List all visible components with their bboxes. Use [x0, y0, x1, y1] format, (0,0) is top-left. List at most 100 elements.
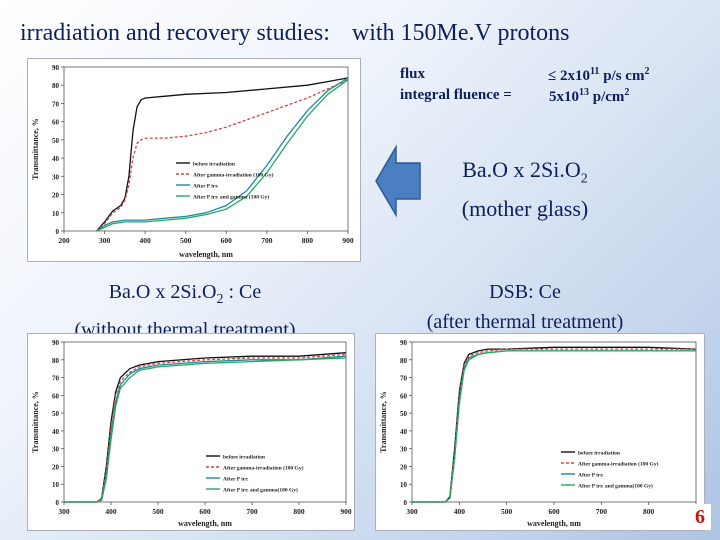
fluence-label: integral fluence =: [400, 87, 512, 103]
mother-glass-line1: Ba.O x 2Si.O2: [462, 157, 588, 187]
no-thermal-line1: Ba.O x 2Si.O2 : Ce: [108, 281, 262, 307]
legend-label: After gamma-irradiation (100 Gy): [578, 461, 659, 468]
x-axis-label: wavelength, nm: [178, 519, 232, 528]
legend-label: After gamma-irradiation (100 Gy): [193, 172, 274, 179]
series-line-2: [412, 348, 696, 503]
y-tick-label: 50: [52, 137, 60, 145]
legend-label: before irradiation: [193, 162, 235, 168]
series-line-4: [412, 350, 696, 503]
mother-glass-caption: Ba.O x 2Si.O2 (mother glass): [425, 155, 625, 224]
y-axis-label: Transmittance, %: [379, 391, 388, 453]
y-tick-label: 30: [52, 446, 60, 454]
y-tick-label: 50: [52, 410, 60, 418]
y-tick-label: 30: [400, 446, 408, 454]
title-right: with 150Me.V protons: [351, 20, 570, 46]
x-tick-label: 300: [406, 507, 418, 516]
y-tick-label: 0: [56, 499, 60, 507]
x-tick-label: 600: [221, 236, 233, 245]
y-axis-label: Transmittance, %: [31, 118, 40, 180]
x-tick-label: 200: [58, 236, 70, 245]
series-line-1: [96, 77, 349, 232]
y-tick-label: 20: [52, 463, 60, 471]
series-line-4: [64, 357, 347, 503]
legend-label: After P irr.: [193, 184, 219, 190]
y-tick-label: 50: [400, 410, 408, 418]
thermal-caption: DSB: Ce (after thermal treatment): [380, 277, 670, 337]
y-tick-label: 60: [400, 392, 408, 400]
y-tick-label: 20: [52, 192, 60, 200]
series-line-3: [96, 77, 349, 232]
x-tick-label: 600: [199, 507, 211, 516]
legend-label: After P irr. and gamma(100 Gy): [223, 487, 298, 494]
chart-mother-glass: 0 10 20 30 40 50 60 70 80 90 200 300 400 500 600 700 800…: [27, 58, 361, 262]
x-tick-label: 300: [99, 236, 111, 245]
y-tick-label: 90: [400, 339, 408, 347]
y-tick-label: 90: [52, 64, 60, 72]
x-tick-label: 500: [152, 507, 164, 516]
flux-label: flux: [400, 66, 426, 82]
y-tick-label: 60: [52, 119, 60, 127]
x-tick-label: 700: [246, 507, 258, 516]
flux-value: ≤ 2x1011 p/s cm2: [548, 66, 650, 84]
series-line-2: [64, 353, 347, 503]
x-tick-label: 800: [302, 236, 314, 245]
x-axis-label: wavelength, nm: [527, 519, 581, 528]
x-tick-label: 500: [180, 236, 192, 245]
plot-area: [411, 341, 697, 503]
thermal-line1: DSB: Ce: [489, 281, 561, 303]
y-tick-label: 40: [400, 428, 408, 436]
x-tick-label: 700: [596, 507, 608, 516]
series-line-4: [96, 79, 349, 232]
y-tick-label: 10: [52, 481, 60, 489]
x-tick-label: 700: [261, 236, 273, 245]
y-tick-label: 40: [52, 428, 60, 436]
y-tick-label: 70: [52, 100, 60, 108]
title-left: irradiation and recovery studies:: [20, 20, 330, 46]
x-tick-label: 800: [293, 507, 305, 516]
y-axis-label: Transmittance, %: [31, 391, 40, 453]
y-tick-label: 20: [400, 463, 408, 471]
x-tick-label: 400: [454, 507, 466, 516]
series-line-3: [412, 350, 696, 503]
y-tick-label: 0: [404, 499, 408, 507]
x-axis-label: wavelength, nm: [179, 250, 233, 259]
legend-label: before irradiation: [223, 455, 265, 461]
y-tick-label: 80: [52, 357, 60, 365]
y-tick-label: 80: [52, 82, 60, 90]
legend-label: After P irr.: [223, 477, 249, 483]
page-number: 6: [689, 504, 711, 530]
slide-title: irradiation and recovery studies: with 15…: [20, 20, 569, 47]
x-tick-label: 900: [340, 507, 352, 516]
x-tick-label: 500: [501, 507, 513, 516]
fluence-value: 5x1013 p/cm2: [549, 87, 630, 105]
chart-thermal-treatment: 0102030405060708090300400500600700800900…: [375, 333, 705, 531]
y-tick-label: 0: [56, 228, 60, 236]
left-arrow-icon: [375, 144, 421, 218]
plot-area: [63, 66, 349, 232]
mother-glass-line2: (mother glass): [461, 196, 589, 222]
legend-label: before irradiation: [578, 451, 620, 457]
y-tick-label: 30: [52, 173, 60, 181]
y-tick-label: 10: [400, 481, 408, 489]
y-tick-label: 60: [52, 392, 60, 400]
x-tick-label: 400: [140, 236, 152, 245]
x-tick-label: 900: [342, 236, 354, 245]
legend-label: After P irr. and gamma(100 Gy): [578, 483, 653, 490]
y-tick-label: 10: [52, 210, 60, 218]
thermal-line2: (after thermal treatment): [426, 311, 624, 333]
x-tick-label: 300: [58, 507, 70, 516]
x-tick-label: 400: [105, 507, 117, 516]
series-line-1: [412, 346, 697, 503]
series-line-2: [96, 79, 349, 232]
y-tick-label: 90: [52, 339, 60, 347]
x-tick-label: 600: [548, 507, 560, 516]
legend-label: After P irr.: [578, 473, 604, 479]
y-tick-label: 70: [52, 375, 60, 383]
chart-no-thermal-treatment: 0 10 20 30 40 50 60 70 80 90 300 400 500 600 700 800 900…: [27, 333, 355, 531]
y-tick-label: 40: [52, 155, 60, 163]
y-tick-label: 70: [400, 375, 408, 383]
legend-label: After gamma-irradiation (100 Gy): [223, 465, 304, 472]
y-tick-label: 80: [400, 357, 408, 365]
legend-label: After P irr. and gamma (100 Gy): [193, 194, 269, 201]
x-tick-label: 800: [643, 507, 655, 516]
